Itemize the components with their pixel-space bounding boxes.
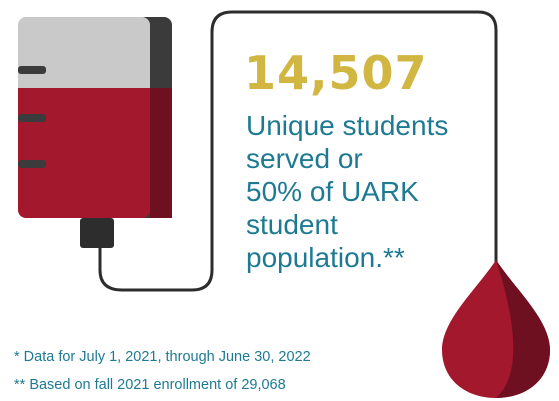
- footnotes: * Data for July 1, 2021, through June 30…: [14, 343, 311, 399]
- stat-description-line: 50% of UARK: [246, 176, 419, 207]
- stat-description-line: population.**: [246, 242, 405, 273]
- stat-number: 14,507: [244, 46, 428, 100]
- stat-description-line: student: [246, 209, 338, 240]
- stat-description: Unique students served or 50% of UARK st…: [246, 109, 496, 274]
- footnote-data-period: * Data for July 1, 2021, through June 30…: [14, 349, 311, 365]
- blood-drop-icon: [442, 260, 550, 398]
- blood-bag-icon: [18, 17, 172, 248]
- stat-description-line: served or: [246, 143, 363, 174]
- iv-tube: [98, 10, 498, 292]
- footnote-enrollment-basis: ** Based on fall 2021 enrollment of 29,0…: [14, 377, 286, 393]
- stat-description-line: Unique students: [246, 110, 449, 141]
